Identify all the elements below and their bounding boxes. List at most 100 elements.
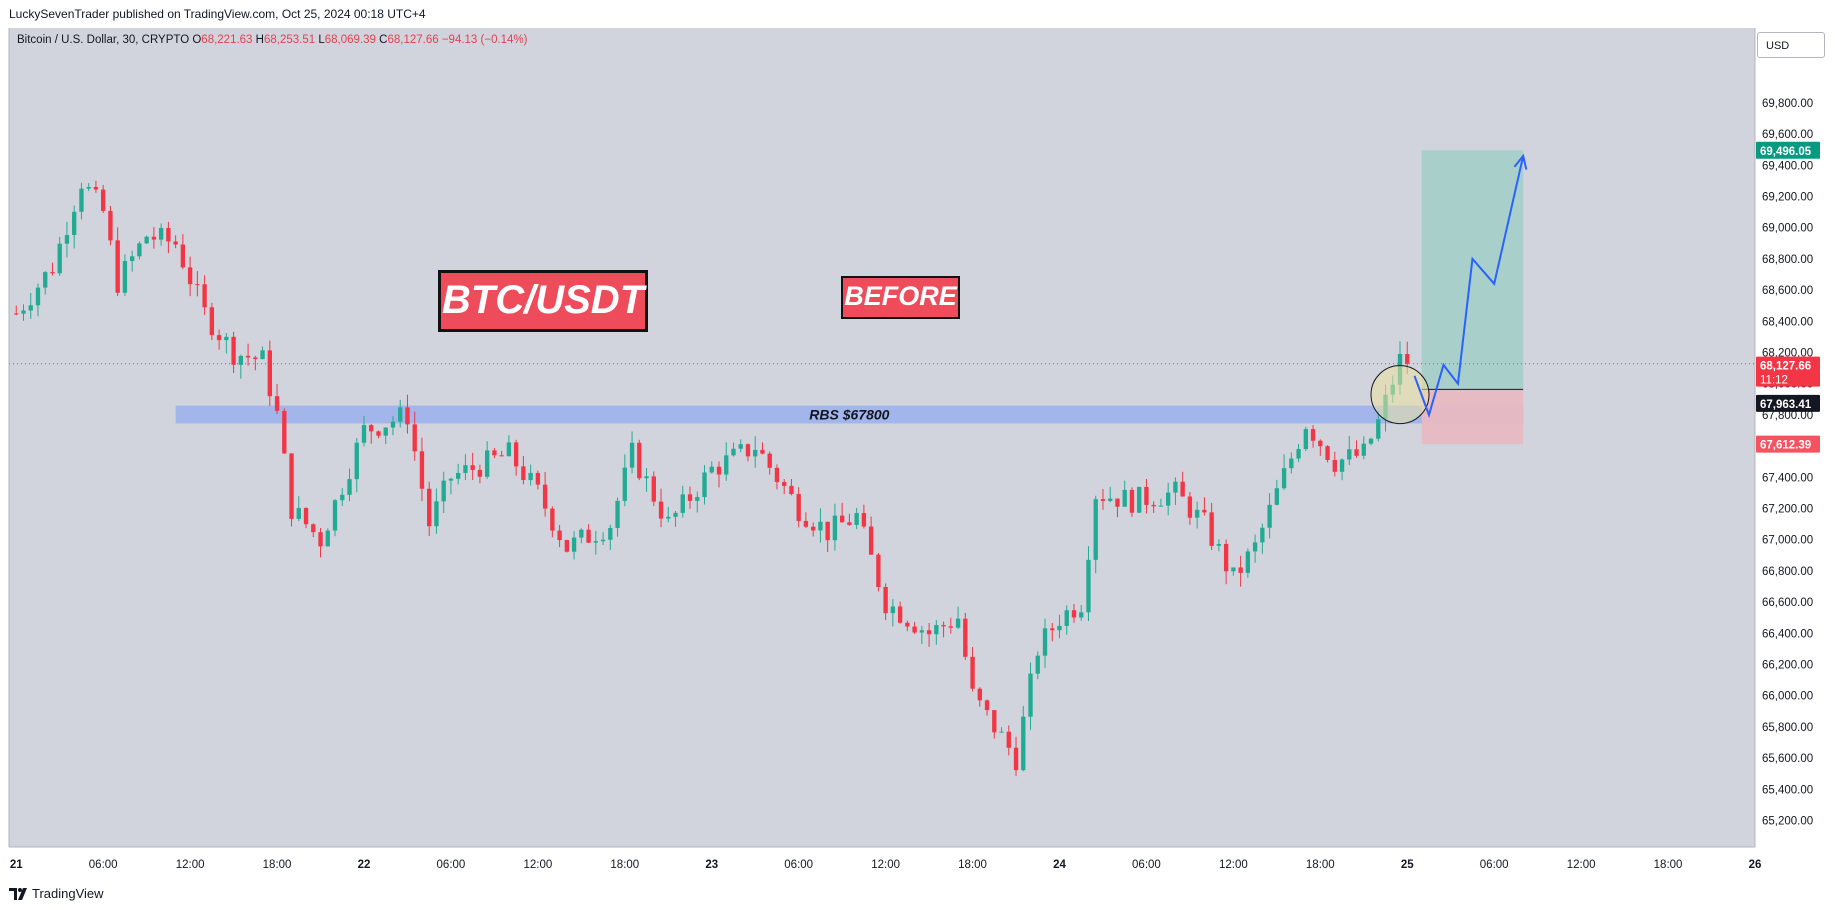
current-price-tag[interactable] [1756,356,1820,387]
candle-body[interactable] [919,630,925,633]
candle-body[interactable] [1405,353,1410,364]
candle-body[interactable] [209,307,215,336]
candle-body[interactable] [1274,488,1280,505]
candle-body[interactable] [506,442,512,457]
candle-body[interactable] [1289,458,1294,469]
candle-body[interactable] [340,494,345,501]
candle-body[interactable] [767,453,772,468]
candle-body[interactable] [883,586,888,614]
candle-body[interactable] [303,508,309,525]
candle-body[interactable] [977,688,982,701]
candle-body[interactable] [1129,489,1135,513]
candle-body[interactable] [21,310,26,314]
candle-body[interactable] [571,537,577,552]
candle-body[interactable] [202,284,207,308]
candle-body[interactable] [789,485,794,495]
candle-body[interactable] [296,508,301,519]
candle-body[interactable] [318,532,323,547]
btc-usdt-label[interactable]: BTC/USDT [438,270,648,332]
candle-body[interactable] [1354,449,1359,456]
candle-body[interactable] [115,240,120,293]
candle-body[interactable] [600,539,606,542]
candle-body[interactable] [129,256,135,261]
candle-body[interactable] [1267,504,1272,528]
candle-body[interactable] [434,501,439,527]
candle-body[interactable] [14,313,19,315]
candle-body[interactable] [1260,527,1265,543]
candle-body[interactable] [716,466,722,475]
stop-price-tag[interactable] [1756,435,1820,453]
candle-body[interactable] [926,630,932,635]
candle-body[interactable] [1245,551,1251,573]
candle-body[interactable] [1202,509,1207,513]
candle-body[interactable] [441,480,446,502]
candle-body[interactable] [166,228,171,242]
price-chart[interactable]: RBS $67800 69,800.0069,600.0069,400.0069… [0,27,1835,878]
candle-body[interactable] [1108,498,1113,501]
candle-body[interactable] [1173,481,1178,493]
candle-body[interactable] [1100,499,1106,501]
candle-body[interactable] [550,508,555,531]
candle-body[interactable] [724,455,729,475]
candle-body[interactable] [745,444,751,457]
candle-body[interactable] [1223,543,1229,572]
breakout-circle[interactable] [1370,365,1430,425]
candle-body[interactable] [456,472,461,479]
candle-body[interactable] [173,241,178,245]
candle-body[interactable] [586,529,591,543]
candle-body[interactable] [108,210,113,241]
candle-body[interactable] [1165,492,1171,506]
candle-body[interactable] [195,284,200,286]
candle-body[interactable] [1296,448,1301,459]
candle-body[interactable] [332,500,338,531]
candle-body[interactable] [238,355,244,365]
candle-body[interactable] [224,336,229,341]
entry-price-tag[interactable] [1756,394,1820,412]
candle-body[interactable] [782,482,787,486]
candle-body[interactable] [122,260,128,293]
candle-body[interactable] [144,236,149,244]
candle-body[interactable] [579,529,584,538]
candle-body[interactable] [1151,504,1156,507]
candle-body[interactable] [941,625,946,627]
time-axis[interactable] [9,847,1755,878]
candle-body[interactable] [1310,429,1316,441]
candle-body[interactable] [1194,509,1200,518]
candle-body[interactable] [499,455,504,457]
currency-selector[interactable]: USD [1757,32,1825,58]
candle-body[interactable] [1028,673,1033,717]
candle-body[interactable] [72,211,77,236]
candle-body[interactable] [1216,543,1222,546]
candle-body[interactable] [629,442,635,468]
candle-body[interactable] [50,272,55,274]
candle-body[interactable] [1006,731,1011,748]
candle-body[interactable] [897,606,903,623]
candle-body[interactable] [593,541,599,543]
candle-body[interactable] [1093,499,1098,560]
candle-body[interactable] [180,244,186,268]
candle-body[interactable] [1086,559,1091,613]
candle-body[interactable] [963,618,968,657]
candle-body[interactable] [260,350,265,360]
candle-body[interactable] [492,450,497,456]
candle-body[interactable] [361,425,367,443]
candle-body[interactable] [680,494,685,513]
candle-body[interactable] [984,700,990,711]
candle-body[interactable] [760,449,765,454]
candle-body[interactable] [796,494,801,521]
candle-body[interactable] [79,188,84,212]
candle-body[interactable] [398,407,403,422]
candle-body[interactable] [825,521,830,541]
candle-body[interactable] [955,618,961,628]
candle-body[interactable] [1158,505,1164,507]
candle-body[interactable] [1332,459,1337,472]
candle-body[interactable] [999,731,1004,733]
candle-body[interactable] [405,407,410,425]
candle-body[interactable] [448,478,454,481]
candle-body[interactable] [412,424,417,452]
candle-body[interactable] [267,350,272,397]
candle-body[interactable] [35,287,41,306]
candle-body[interactable] [470,465,475,470]
candle-body[interactable] [1303,429,1308,449]
candle-body[interactable] [477,469,483,477]
